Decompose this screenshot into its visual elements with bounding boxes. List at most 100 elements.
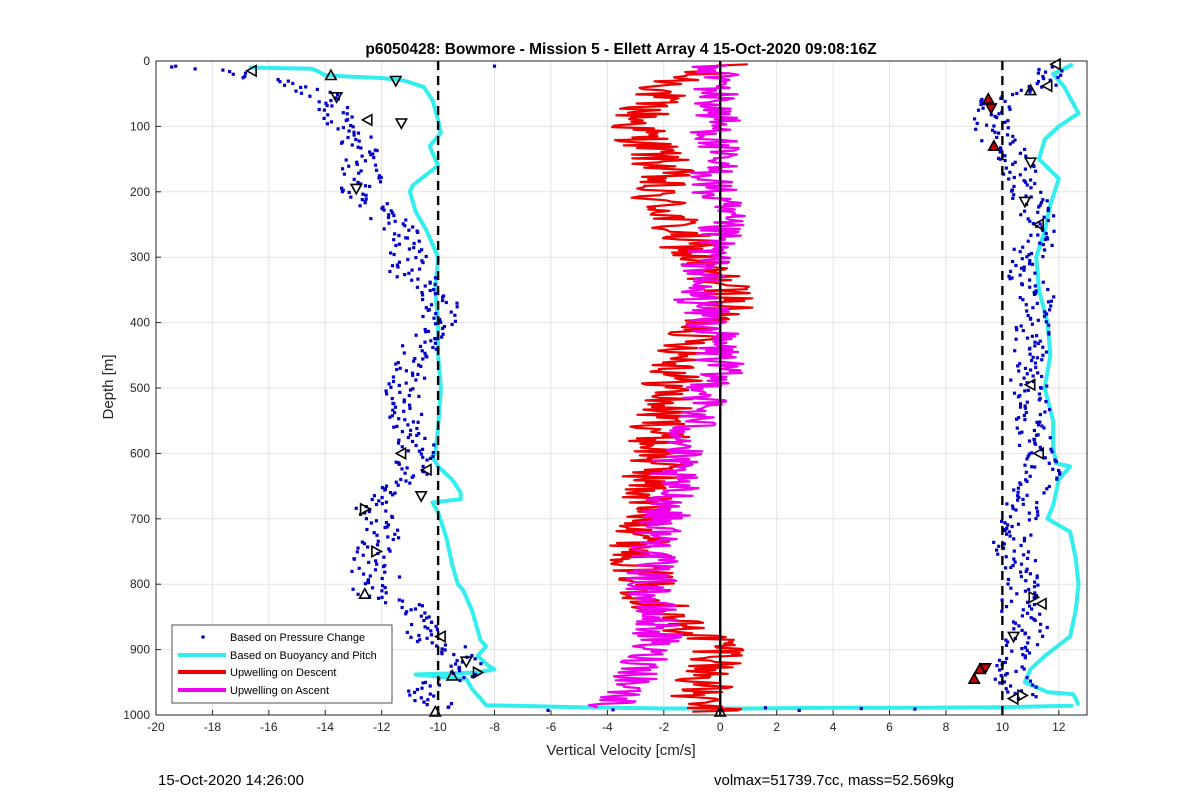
pressure-point <box>1014 337 1018 341</box>
pressure-point <box>374 519 378 523</box>
pressure-point <box>1046 300 1051 304</box>
pressure-point <box>1006 577 1011 582</box>
pressure-point <box>1036 583 1040 587</box>
pressure-point <box>1013 138 1017 142</box>
pressure-point <box>1025 381 1029 385</box>
pressure-point <box>1026 314 1030 318</box>
pressure-point <box>421 357 425 361</box>
pressure-point <box>388 549 392 553</box>
pressure-point <box>397 598 401 602</box>
pressure-point <box>432 288 436 292</box>
pressure-point <box>362 572 366 576</box>
pressure-point <box>368 574 372 578</box>
pressure-point <box>1014 508 1018 512</box>
pressure-point <box>392 213 396 218</box>
series-descent-line-0 <box>609 63 754 713</box>
pressure-point <box>1042 77 1046 81</box>
pressure-point <box>1023 406 1027 410</box>
pressure-point <box>422 618 426 623</box>
pressure-point <box>1013 349 1017 353</box>
pressure-point <box>372 156 376 160</box>
pressure-point <box>1006 582 1010 586</box>
pressure-point <box>405 466 409 470</box>
pressure-point <box>1016 490 1020 494</box>
pressure-point <box>390 515 395 519</box>
pressure-point <box>404 369 408 373</box>
pressure-point <box>1028 278 1032 282</box>
pressure-point <box>1027 452 1032 456</box>
pressure-point <box>1022 536 1027 540</box>
y-tick-label: 200 <box>130 185 150 199</box>
pressure-point <box>391 211 395 215</box>
pressure-point <box>415 687 419 692</box>
y-tick-label: 1000 <box>123 708 150 722</box>
pressure-point <box>1032 585 1037 589</box>
pressure-point <box>385 392 389 396</box>
pressure-point <box>243 71 248 75</box>
pressure-point <box>1047 461 1051 465</box>
pressure-point <box>1008 170 1012 174</box>
pressure-point <box>336 93 340 97</box>
pressure-point <box>397 260 401 264</box>
pressure-point <box>1021 329 1025 333</box>
pressure-point <box>1009 599 1014 603</box>
pressure-point <box>416 230 420 234</box>
pressure-point <box>1039 201 1043 205</box>
pressure-point <box>386 535 390 539</box>
pressure-point <box>1023 209 1027 213</box>
pressure-point <box>913 707 917 711</box>
tick-labels: -20 -18 -16 -14 -12 -10 -8 -6 -4 -2 0 2 4 6 8 10 1201002… <box>123 54 1065 734</box>
pressure-point <box>455 659 459 663</box>
pressure-point <box>1029 88 1033 92</box>
y-tick-label: 300 <box>130 250 150 264</box>
x-tick-label: 2 <box>773 720 780 734</box>
pressure-point <box>1018 405 1023 409</box>
pressure-point <box>1000 598 1004 602</box>
pressure-point <box>424 306 428 310</box>
pressure-point <box>340 190 344 194</box>
pressure-point <box>418 344 423 348</box>
pressure-point <box>1046 208 1050 213</box>
pressure-point <box>1025 400 1029 404</box>
pressure-point <box>407 228 411 232</box>
pressure-point <box>397 462 401 466</box>
pressure-point <box>414 378 418 382</box>
marker-triangle-left <box>1032 446 1044 460</box>
pressure-point <box>426 626 430 630</box>
pressure-point <box>1033 591 1037 595</box>
pressure-point <box>361 192 365 196</box>
pressure-point <box>1023 632 1027 636</box>
pressure-point <box>405 610 409 614</box>
pressure-point <box>424 254 428 259</box>
pressure-point <box>425 616 429 620</box>
pressure-point <box>380 206 384 211</box>
pressure-point <box>369 153 373 157</box>
pressure-point <box>433 282 437 286</box>
pressure-point <box>1023 147 1027 151</box>
pressure-point <box>998 668 1002 672</box>
pressure-point <box>1004 166 1008 170</box>
pressure-point <box>174 64 178 68</box>
pressure-point <box>375 562 379 566</box>
marker-triangle-up <box>1024 83 1038 96</box>
pressure-point <box>383 525 387 530</box>
pressure-point <box>1033 596 1037 600</box>
pressure-point <box>1032 379 1036 384</box>
pressure-point <box>1036 79 1041 84</box>
pressure-point <box>394 460 398 464</box>
pressure-point <box>1044 320 1048 324</box>
pressure-point <box>1047 484 1051 489</box>
pressure-point <box>1027 587 1031 592</box>
pressure-point <box>432 694 436 698</box>
pressure-point <box>349 123 353 128</box>
pressure-point <box>458 678 462 683</box>
pressure-point <box>993 130 997 134</box>
pressure-point <box>367 560 371 564</box>
pressure-point <box>377 176 381 180</box>
pressure-point <box>1044 232 1048 236</box>
pressure-point <box>1035 510 1040 514</box>
pressure-point <box>1041 243 1045 247</box>
pressure-point <box>383 586 387 590</box>
pressure-point <box>359 169 363 173</box>
pressure-point <box>1010 276 1014 280</box>
